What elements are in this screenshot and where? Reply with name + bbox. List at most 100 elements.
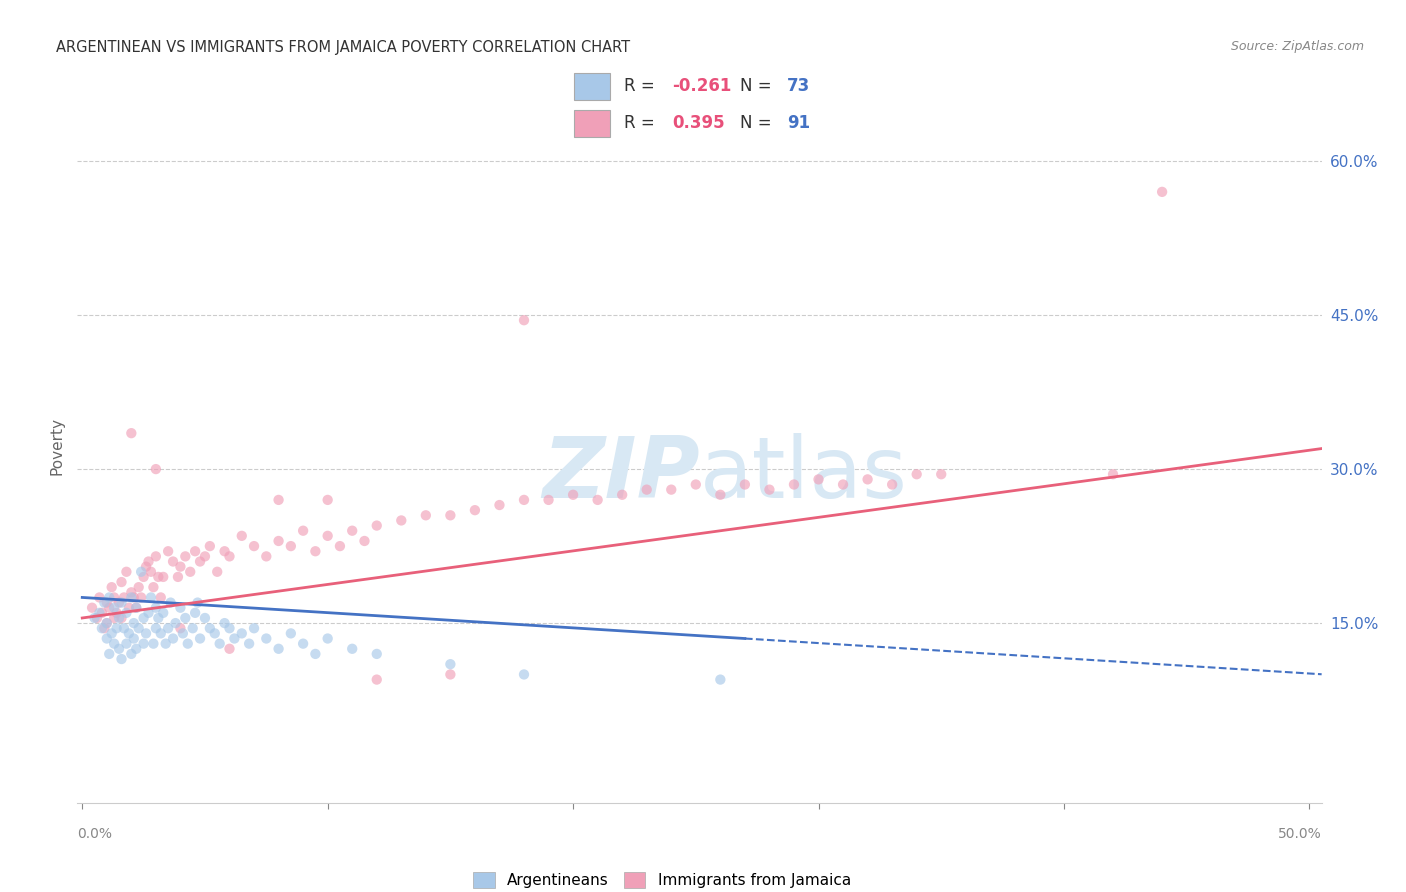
Point [267,533,290,548]
Point [118,626,141,640]
Point [98,591,121,605]
Point [254,632,277,646]
Point [304,544,326,558]
Point [316,632,339,646]
Point [112,591,135,605]
Point [464,503,486,517]
Point [172,626,194,640]
Point [807,472,830,486]
Point [204,626,226,640]
Point [105,606,128,620]
Point [586,492,609,507]
Point [103,600,125,615]
Point [214,544,236,558]
Point [157,544,180,558]
Point [316,492,339,507]
Point [90,606,112,620]
Point [145,600,167,615]
Point [280,626,302,640]
Y-axis label: Poverty: Poverty [49,417,65,475]
Point [218,621,240,635]
Point [389,513,412,527]
Point [254,549,277,564]
Point [159,596,181,610]
Point [1102,467,1125,482]
Point [174,549,197,564]
Point [513,492,536,507]
Point [415,508,437,523]
Point [139,565,162,579]
Point [149,591,172,605]
Text: ZIP: ZIP [541,433,700,516]
Point [177,637,200,651]
Point [132,570,155,584]
Point [243,539,266,553]
Point [208,637,231,651]
Point [366,673,388,687]
Point [112,621,135,635]
Point [169,621,191,635]
Point [103,611,125,625]
Text: Source: ZipAtlas.com: Source: ZipAtlas.com [1230,40,1364,54]
Point [198,621,221,635]
Point [135,559,157,574]
Point [118,600,141,615]
Point [122,632,145,646]
Point [267,492,290,507]
Point [103,591,125,605]
Point [659,483,682,497]
Point [188,554,211,568]
Point [125,600,148,615]
Point [169,559,191,574]
Point [198,539,221,553]
Point [353,533,375,548]
Point [155,637,177,651]
Point [709,488,731,502]
Text: 50.0%: 50.0% [1278,827,1322,841]
FancyBboxPatch shape [574,72,610,100]
Point [439,657,461,672]
Point [342,641,364,656]
Point [243,621,266,635]
Text: atlas: atlas [700,433,907,516]
Text: N =: N = [740,114,776,132]
Point [142,637,165,651]
Point [205,565,228,579]
Point [96,632,118,646]
Point [366,647,388,661]
Point [96,616,118,631]
Point [152,570,174,584]
Point [138,554,160,568]
Point [110,611,132,625]
Point [128,580,150,594]
Point [734,477,756,491]
Point [280,539,302,553]
Point [90,621,112,635]
Text: -0.261: -0.261 [672,78,731,95]
Point [152,606,174,620]
Point [110,596,132,610]
Point [194,549,217,564]
Point [169,600,191,615]
Point [238,637,260,651]
Point [636,483,658,497]
Point [439,508,461,523]
Point [832,477,855,491]
Point [115,606,138,620]
Point [129,591,152,605]
Point [86,611,108,625]
Point [783,477,806,491]
Point [80,600,103,615]
Point [110,575,132,590]
Point [342,524,364,538]
Text: N =: N = [740,78,776,95]
Point [132,637,155,651]
Point [149,626,172,640]
Point [98,600,121,615]
Point [184,606,207,620]
FancyBboxPatch shape [574,110,610,137]
Text: 73: 73 [787,78,811,95]
Point [439,667,461,681]
Point [148,570,170,584]
Point [93,596,115,610]
